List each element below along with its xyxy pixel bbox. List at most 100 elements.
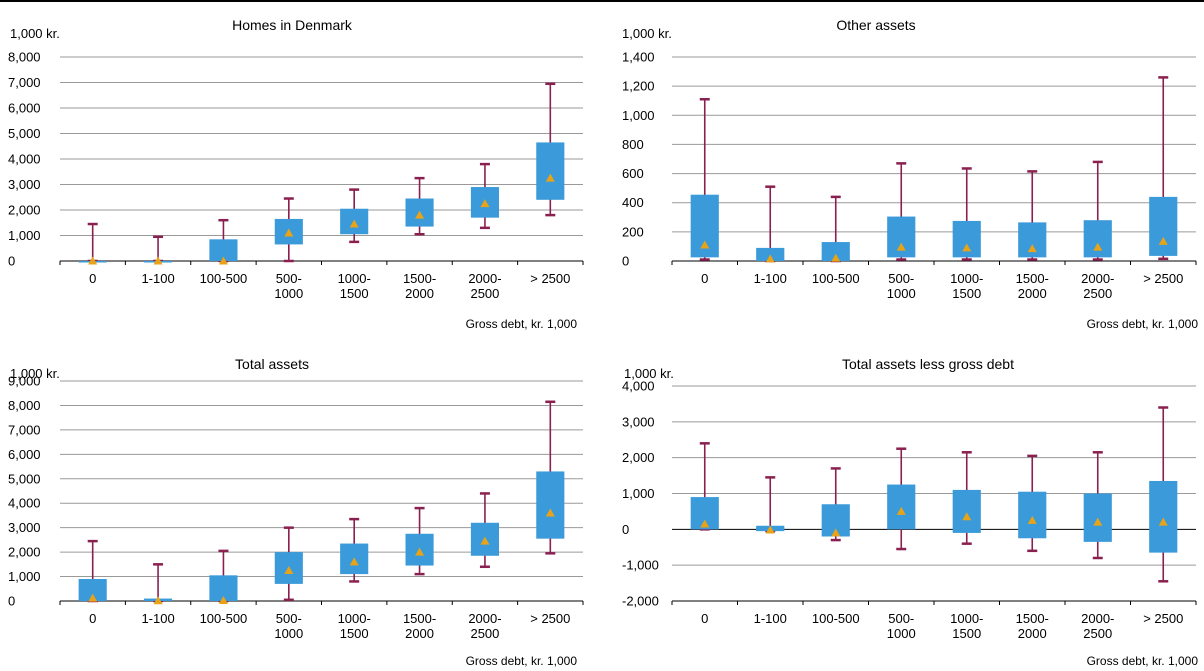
x-tick-label: 1000 [274,626,303,641]
x-tick-label: 1000 [274,286,303,301]
box-3 [887,447,916,551]
y-axis-unit-label: 1,000 kr. [622,26,672,41]
x-tick-label: 100-500 [812,271,860,286]
interquartile-box [952,220,981,258]
x-tick-label: > 2500 [1143,271,1183,286]
box-7 [536,82,565,217]
mean-marker [896,242,906,251]
y-axis-unit-label: 1,000 kr. [624,366,674,381]
y-tick-label: 600 [622,166,644,181]
box-5 [405,506,434,576]
x-tick-label: 0 [89,611,96,626]
x-tick-label: 2000 [1018,626,1047,641]
x-tick-label: 2500 [1083,286,1112,301]
box-0 [690,98,719,261]
box-3 [274,526,303,602]
x-tick-label: 0 [89,271,96,286]
y-tick-label: 2,000 [8,203,41,218]
mean-marker [962,243,972,252]
y-tick-label: 200 [622,224,644,239]
y-axis-unit-label: 1,000 kr. [10,26,60,41]
x-tick-label: 1000- [338,271,371,286]
mean-marker [1158,517,1168,526]
y-tick-label: 7,000 [8,422,41,437]
x-tick-label: 2000 [1018,286,1047,301]
mean-marker [1093,517,1103,526]
interquartile-box [1149,196,1178,256]
chart-total-assets-svg: Total assets 1,000 kr. Gross debt, kr. 1… [8,356,584,668]
mean-marker [415,547,425,556]
mean-marker [1027,244,1037,253]
box-4 [340,517,369,583]
x-tick-label: 0 [701,611,708,626]
interquartile-box [887,216,916,258]
mean-marker [545,508,555,517]
chart-total-assets-less-gross-debt-svg: Total assets less gross debt 1,000 kr. G… [622,356,1198,668]
y-tick-label: 3,000 [622,414,655,429]
chart-title: Other assets [836,17,915,33]
chart-total-assets: Total assets 1,000 kr. Gross debt, kr. 1… [0,339,600,671]
x-tick-label: 1500 [952,626,981,641]
mean-marker [88,256,98,265]
x-tick-label: 1000- [338,611,371,626]
box-4 [952,167,981,261]
mean-marker [765,254,775,263]
box-3 [887,162,916,261]
y-tick-label: 4,000 [8,496,41,511]
chart-total-assets-less-gross-debt: Total assets less gross debt 1,000 kr. G… [604,339,1204,671]
box-7 [536,400,565,555]
interquartile-box [1083,220,1112,258]
x-tick-label: 1-100 [141,271,174,286]
x-tick-label: 2500 [1083,626,1112,641]
x-axis-title: Gross debt, kr. 1,000 [466,654,578,668]
mean-marker [349,219,359,228]
interquartile-box [1149,480,1178,553]
x-tick-label: 2500 [470,286,499,301]
x-tick-label: 0 [701,271,708,286]
x-tick-label: 500- [276,271,302,286]
x-tick-label: 1500 [340,626,369,641]
y-tick-label: 9,000 [8,374,41,389]
y-tick-label: 3,000 [8,520,41,535]
mean-marker [284,565,294,574]
x-tick-label: 100-500 [812,611,860,626]
box-7 [1149,76,1178,261]
y-tick-label: 1,000 [622,486,655,501]
y-tick-label: 800 [622,137,644,152]
x-tick-label: 1-100 [754,611,787,626]
y-tick-label: 0 [8,594,15,609]
y-tick-label: 5,000 [8,471,41,486]
x-tick-label: 2000- [468,611,501,626]
y-tick-label: 4,000 [8,152,41,167]
y-tick-label: 4,000 [622,379,655,394]
box-5 [1018,454,1047,553]
y-tick-label: 1,400 [622,50,655,65]
mean-marker [700,240,710,249]
x-tick-label: 2000- [1081,271,1114,286]
y-tick-label: 2,000 [8,545,41,560]
box-6 [1083,451,1112,560]
y-tick-label: 2,000 [622,450,655,465]
x-tick-label: 1500 [952,286,981,301]
x-tick-label: > 2500 [530,611,570,626]
y-axis-unit-label: 1,000 kr. [10,366,60,381]
box-6 [1083,160,1112,261]
x-tick-label: 1500 [340,286,369,301]
chart-title: Homes in Denmark [232,17,353,33]
x-tick-label: 2000 [405,286,434,301]
box-5 [405,176,434,236]
mean-marker [349,557,359,566]
box-2 [209,218,238,265]
x-tick-label: 1000 [887,286,916,301]
x-tick-label: 1500- [403,271,436,286]
chart-homes-in-denmark: Homes in Denmark 1,000 kr. Gross debt, k… [0,4,600,339]
y-tick-label: 0 [622,522,629,537]
x-tick-label: 1500- [403,611,436,626]
box-1 [144,563,173,605]
box-1 [756,185,785,263]
y-tick-label: 1,000 [8,228,41,243]
gridlines [60,56,583,262]
y-tick-label: -2,000 [622,594,659,609]
interquartile-box [209,239,238,261]
x-tick-label: 2500 [470,626,499,641]
